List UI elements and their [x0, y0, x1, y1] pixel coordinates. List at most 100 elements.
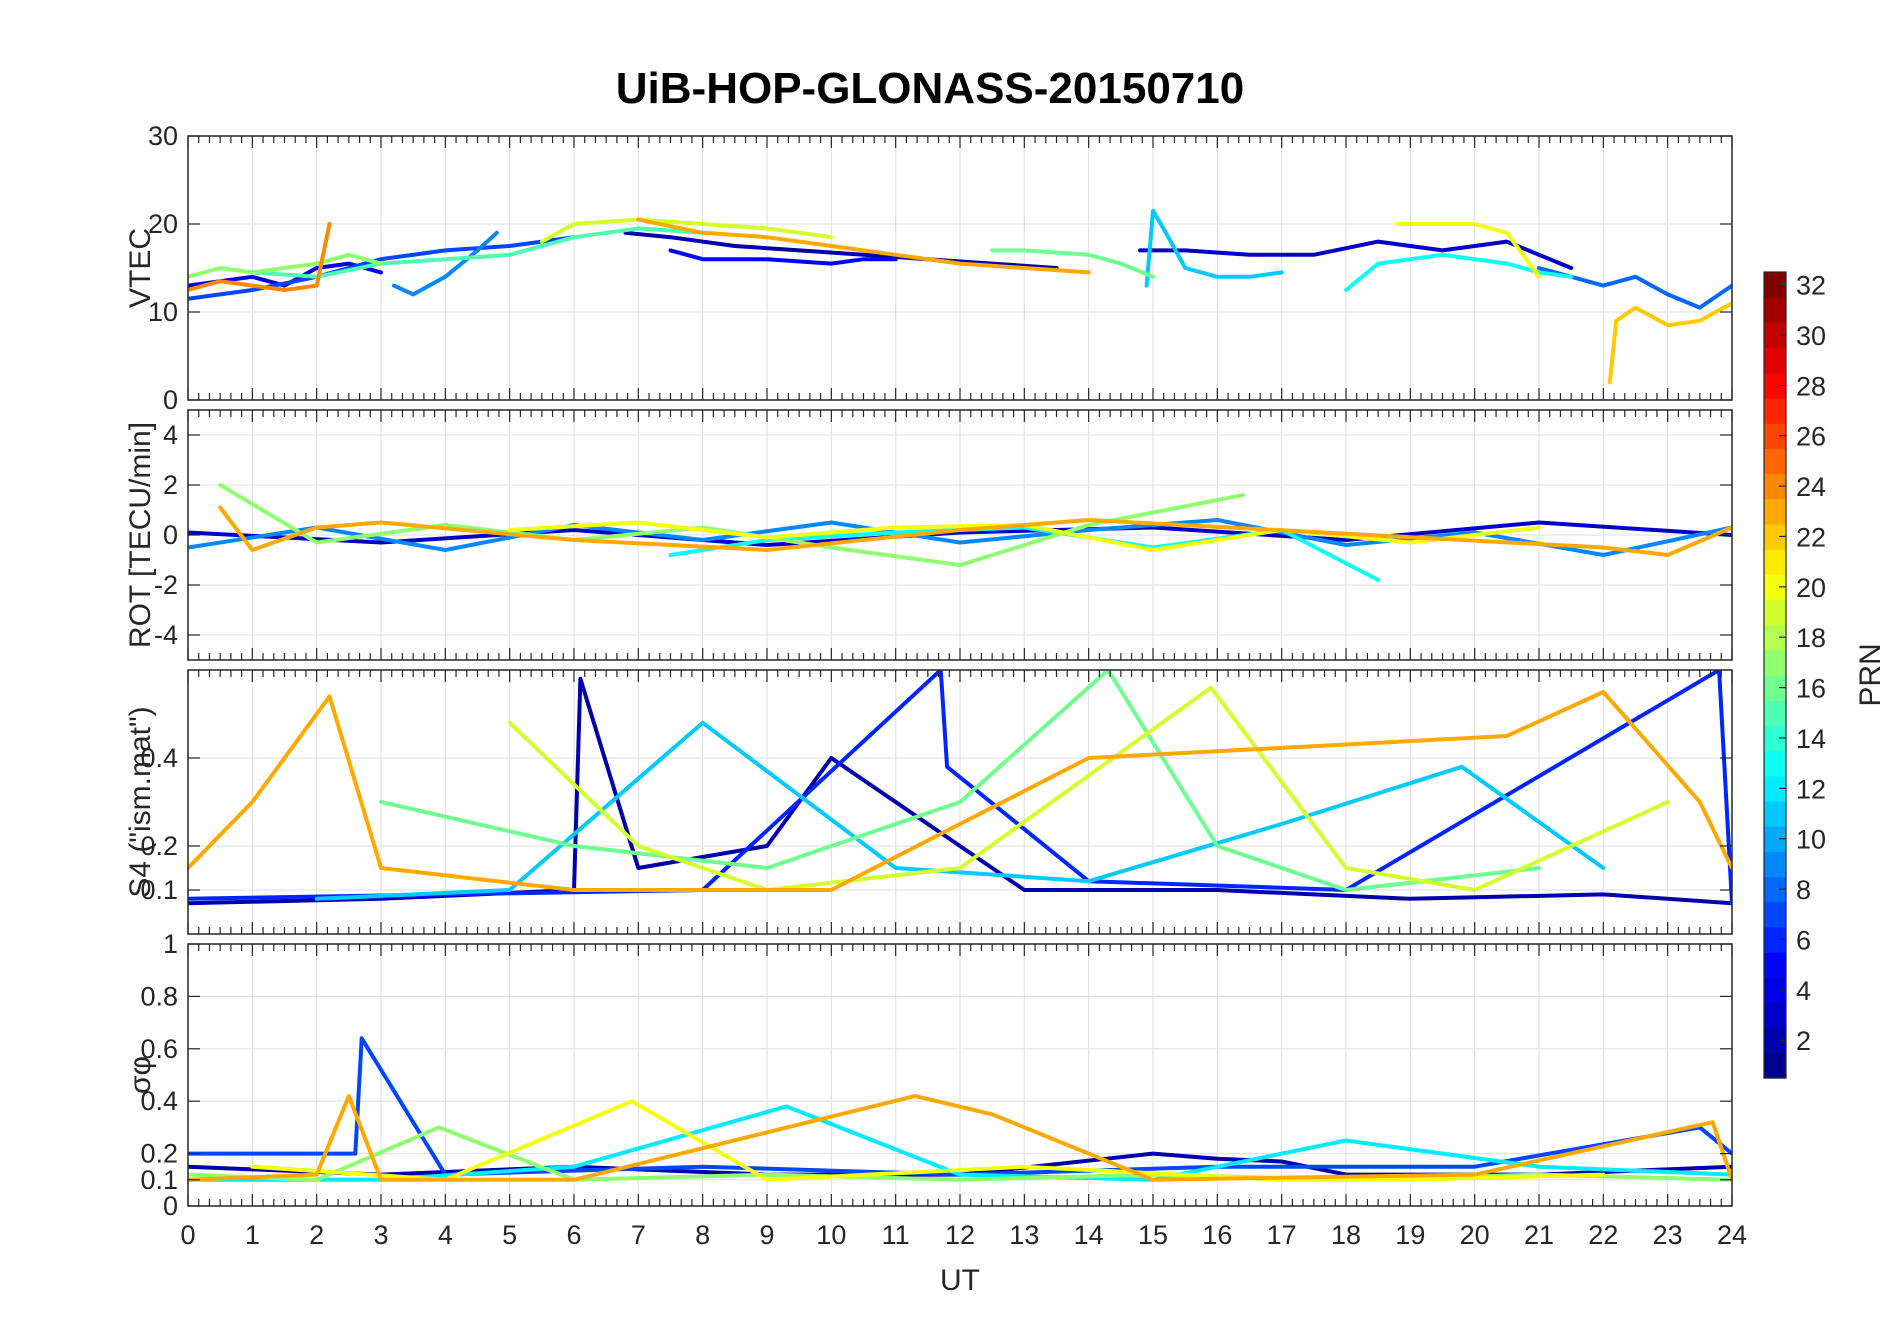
x-ticks — [187, 410, 1733, 660]
series-line-prn-24 — [188, 222, 332, 292]
colorbar-swatch — [1764, 347, 1786, 374]
series-line-prn-23 — [218, 505, 1732, 557]
x-tick-label: 22 — [1588, 1220, 1618, 1250]
colorbar-tick-label: 18 — [1796, 623, 1826, 653]
x-tick-label: 21 — [1524, 1220, 1554, 1250]
colorbar-tick-label: 4 — [1796, 976, 1811, 1006]
y-tick-label: 0.1 — [140, 1165, 178, 1195]
series-line-prn-8 — [1537, 266, 1732, 310]
figure-title: UiB-HOP-GLONASS-20150710 — [616, 64, 1244, 113]
series-line-prn-20 — [1395, 222, 1541, 279]
colorbar-swatch — [1764, 624, 1786, 651]
y-tick-label: 0 — [163, 520, 178, 550]
y-tick-label: 0 — [163, 1191, 178, 1221]
x-ticks — [187, 136, 1733, 400]
colorbar-swatch — [1764, 725, 1786, 752]
colorbar-swatch — [1764, 448, 1786, 475]
series-line-prn-5 — [668, 248, 898, 266]
colorbar-swatch — [1764, 876, 1786, 903]
colorbar-tick-label: 24 — [1796, 472, 1826, 502]
colorbar-tick-label: 12 — [1796, 774, 1826, 804]
x-ticks — [187, 944, 1733, 1206]
colorbar-swatch — [1764, 901, 1786, 928]
series-line-prn-6 — [188, 670, 1732, 906]
x-tick-label: 13 — [1009, 1220, 1039, 1250]
colorbar-swatch — [1764, 599, 1786, 626]
colorbar-swatch — [1764, 549, 1786, 575]
colorbar-swatch — [1764, 1027, 1786, 1054]
x-tick-label: 0 — [180, 1220, 195, 1250]
colorbar-tick-label: 26 — [1796, 422, 1826, 452]
y-tick-label: 1 — [163, 929, 178, 959]
y-tick-label: -4 — [154, 620, 178, 650]
colorbar-swatch — [1764, 574, 1786, 601]
panel-vtec: 0 10 20 30 VTEC — [124, 121, 1733, 415]
colorbar-tick-label: 10 — [1796, 825, 1826, 855]
y-tick-label: 0.1 — [140, 875, 178, 905]
x-tick-label: 24 — [1717, 1220, 1747, 1250]
series-line-prn-9 — [188, 518, 1732, 557]
colorbar-swatch — [1764, 826, 1786, 852]
series-line-prn-23 — [636, 217, 1091, 275]
series-line-prn-17 — [188, 252, 383, 279]
colorbar-tick-label: 30 — [1796, 321, 1826, 351]
series-line-prn-23 — [188, 690, 1732, 892]
x-tick-label: 3 — [373, 1220, 388, 1250]
y-tick-label: 0.8 — [140, 981, 178, 1011]
x-tick-label: 19 — [1395, 1220, 1425, 1250]
colorbar-label: PRN — [1854, 643, 1887, 706]
y-axis-label: S4 ("ism.mat") — [124, 706, 157, 897]
colorbar-tick-label: 2 — [1796, 1026, 1811, 1056]
colorbar-tick-label: 14 — [1796, 724, 1826, 754]
colorbar-swatch — [1764, 272, 1786, 298]
series-line-prn-20 — [250, 1099, 1606, 1182]
x-tick-label: 23 — [1653, 1220, 1683, 1250]
y-tick-label: 0 — [163, 385, 178, 415]
colorbar-swatch — [1764, 397, 1786, 424]
colorbar-swatch — [1764, 1052, 1786, 1079]
series-line-prn-19 — [539, 217, 834, 244]
y-axis-label: σφ — [124, 1056, 157, 1094]
series-line-prn-15 — [250, 226, 705, 279]
colorbar-tick-label: 32 — [1796, 271, 1826, 301]
colorbar-tick-label: 28 — [1796, 371, 1826, 401]
series-lines — [188, 670, 1732, 906]
x-tick-label: 2 — [309, 1220, 324, 1250]
colorbar-tick-label: 16 — [1796, 674, 1826, 704]
series-line-prn-2 — [623, 230, 1059, 270]
grid — [187, 943, 1733, 1207]
y-tick-label: 0.4 — [140, 743, 178, 773]
series-line-prn-17 — [218, 483, 1246, 567]
x-ticks — [187, 670, 1733, 934]
x-tick-label: 8 — [695, 1220, 710, 1250]
colorbar-swatch — [1764, 322, 1786, 349]
panel-s4: 0.1 0.2 0.4S4 ("ism.mat") — [124, 669, 1733, 935]
colorbar-swatch — [1764, 523, 1786, 550]
y-tick-label: 30 — [148, 121, 178, 151]
series-line-prn-23 — [188, 1094, 1732, 1182]
colorbar-swatch — [1764, 926, 1786, 953]
y-tick-label: 0.4 — [140, 1086, 178, 1116]
x-tick-label: 4 — [438, 1220, 453, 1250]
colorbar-swatch — [1764, 498, 1786, 525]
x-tick-label: 15 — [1138, 1220, 1168, 1250]
colorbar-swatch — [1764, 952, 1786, 978]
series-line-prn-12 — [188, 1104, 1732, 1182]
colorbar-frame — [1763, 271, 1787, 1079]
series-line-prn-3 — [1138, 239, 1574, 270]
x-tick-label: 16 — [1202, 1220, 1232, 1250]
x-tick-label: 14 — [1074, 1220, 1104, 1250]
series-line-prn-11 — [1144, 208, 1284, 288]
colorbar-tick-label: 22 — [1796, 522, 1826, 552]
series-line-prn-16 — [990, 248, 1155, 279]
colorbar-swatch — [1764, 649, 1786, 676]
y-axis-label: ROT [TECU/min] — [124, 422, 157, 648]
colorbar-swatch — [1764, 800, 1786, 827]
colorbar-swatch — [1764, 700, 1786, 726]
x-tick-label: 6 — [566, 1220, 581, 1250]
colorbar-swatch — [1764, 775, 1786, 802]
y-tick-label: 0.2 — [140, 1139, 178, 1169]
x-tick-label: 1 — [245, 1220, 260, 1250]
